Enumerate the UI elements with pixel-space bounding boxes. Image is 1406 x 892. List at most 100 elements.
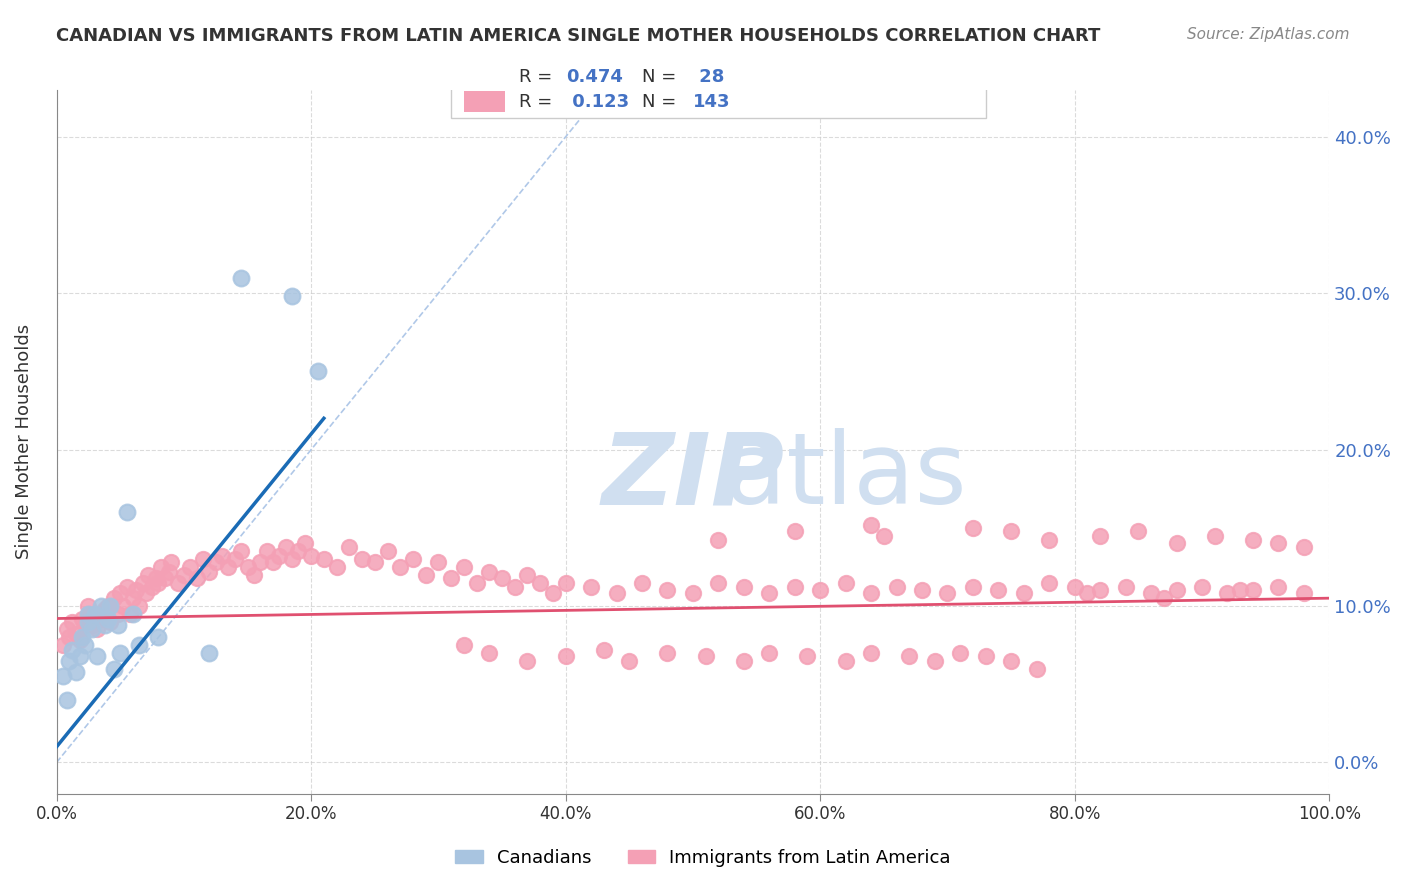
Point xyxy=(110,586,132,600)
Point xyxy=(56,623,79,637)
Point xyxy=(52,638,75,652)
FancyBboxPatch shape xyxy=(451,58,986,118)
Point xyxy=(224,552,246,566)
Point xyxy=(1292,540,1315,554)
Point xyxy=(231,544,253,558)
Point xyxy=(1088,528,1111,542)
Point xyxy=(364,555,387,569)
Point xyxy=(898,648,921,663)
Point xyxy=(115,580,138,594)
Point xyxy=(52,669,75,683)
Point xyxy=(120,607,142,621)
Point xyxy=(135,586,157,600)
Point xyxy=(554,575,576,590)
Point xyxy=(69,633,91,648)
Point xyxy=(733,580,755,594)
Point xyxy=(758,646,780,660)
Point xyxy=(1025,662,1047,676)
Point xyxy=(132,575,155,590)
Point xyxy=(503,580,526,594)
Point xyxy=(107,617,129,632)
Point xyxy=(122,607,145,621)
Point xyxy=(427,555,450,569)
Point xyxy=(86,623,108,637)
Point xyxy=(631,575,654,590)
Point xyxy=(733,654,755,668)
Point xyxy=(1088,583,1111,598)
Point xyxy=(415,567,437,582)
Point xyxy=(758,586,780,600)
Text: 0.474: 0.474 xyxy=(565,68,623,87)
Point xyxy=(682,586,704,600)
Point xyxy=(312,552,335,566)
Point xyxy=(834,575,856,590)
Point xyxy=(1216,586,1239,600)
Point xyxy=(94,617,117,632)
Point xyxy=(949,646,972,660)
Point xyxy=(1153,591,1175,606)
Point xyxy=(274,540,297,554)
Point xyxy=(554,648,576,663)
Point xyxy=(974,648,997,663)
Point xyxy=(695,648,717,663)
Point xyxy=(529,575,551,590)
Point xyxy=(911,583,934,598)
Point xyxy=(1115,580,1137,594)
Text: ZIP: ZIP xyxy=(602,428,785,525)
Point xyxy=(94,602,117,616)
Point xyxy=(103,591,125,606)
Point xyxy=(65,627,87,641)
Point xyxy=(236,560,259,574)
Point xyxy=(1038,575,1060,590)
Point xyxy=(1191,580,1213,594)
Point xyxy=(191,552,214,566)
Point xyxy=(1292,586,1315,600)
Point xyxy=(1241,533,1264,548)
Point xyxy=(83,607,105,621)
Point xyxy=(936,586,959,600)
Point xyxy=(148,575,170,590)
Point xyxy=(287,544,309,558)
Point xyxy=(173,567,195,582)
Point xyxy=(924,654,946,668)
Point xyxy=(783,524,806,538)
Point xyxy=(619,654,641,668)
Point xyxy=(860,586,883,600)
Point xyxy=(783,580,806,594)
Point xyxy=(73,617,96,632)
Point xyxy=(217,560,239,574)
Point xyxy=(1204,528,1226,542)
Point xyxy=(86,648,108,663)
Point xyxy=(110,646,132,660)
Point xyxy=(82,623,104,637)
Text: Source: ZipAtlas.com: Source: ZipAtlas.com xyxy=(1187,27,1350,42)
Point xyxy=(90,611,112,625)
Point xyxy=(153,571,176,585)
Point xyxy=(707,575,730,590)
Point xyxy=(256,544,278,558)
Legend: Canadians, Immigrants from Latin America: Canadians, Immigrants from Latin America xyxy=(449,842,957,874)
Point xyxy=(579,580,602,594)
Point xyxy=(606,586,628,600)
Point xyxy=(128,599,150,613)
Text: R =: R = xyxy=(519,93,558,111)
Point xyxy=(249,555,271,569)
FancyBboxPatch shape xyxy=(464,91,505,112)
Point xyxy=(70,611,93,625)
Point xyxy=(60,642,83,657)
Text: CANADIAN VS IMMIGRANTS FROM LATIN AMERICA SINGLE MOTHER HOUSEHOLDS CORRELATION C: CANADIAN VS IMMIGRANTS FROM LATIN AMERIC… xyxy=(56,27,1101,45)
Point xyxy=(262,555,284,569)
Point xyxy=(657,583,679,598)
Point xyxy=(1267,580,1289,594)
Point xyxy=(73,638,96,652)
Point xyxy=(294,536,316,550)
Point xyxy=(1076,586,1098,600)
Point xyxy=(281,552,304,566)
FancyBboxPatch shape xyxy=(464,68,505,88)
Point xyxy=(115,505,138,519)
Point xyxy=(453,638,475,652)
Point xyxy=(157,565,180,579)
Point xyxy=(77,599,100,613)
Text: N =: N = xyxy=(643,68,682,87)
Point xyxy=(107,607,129,621)
